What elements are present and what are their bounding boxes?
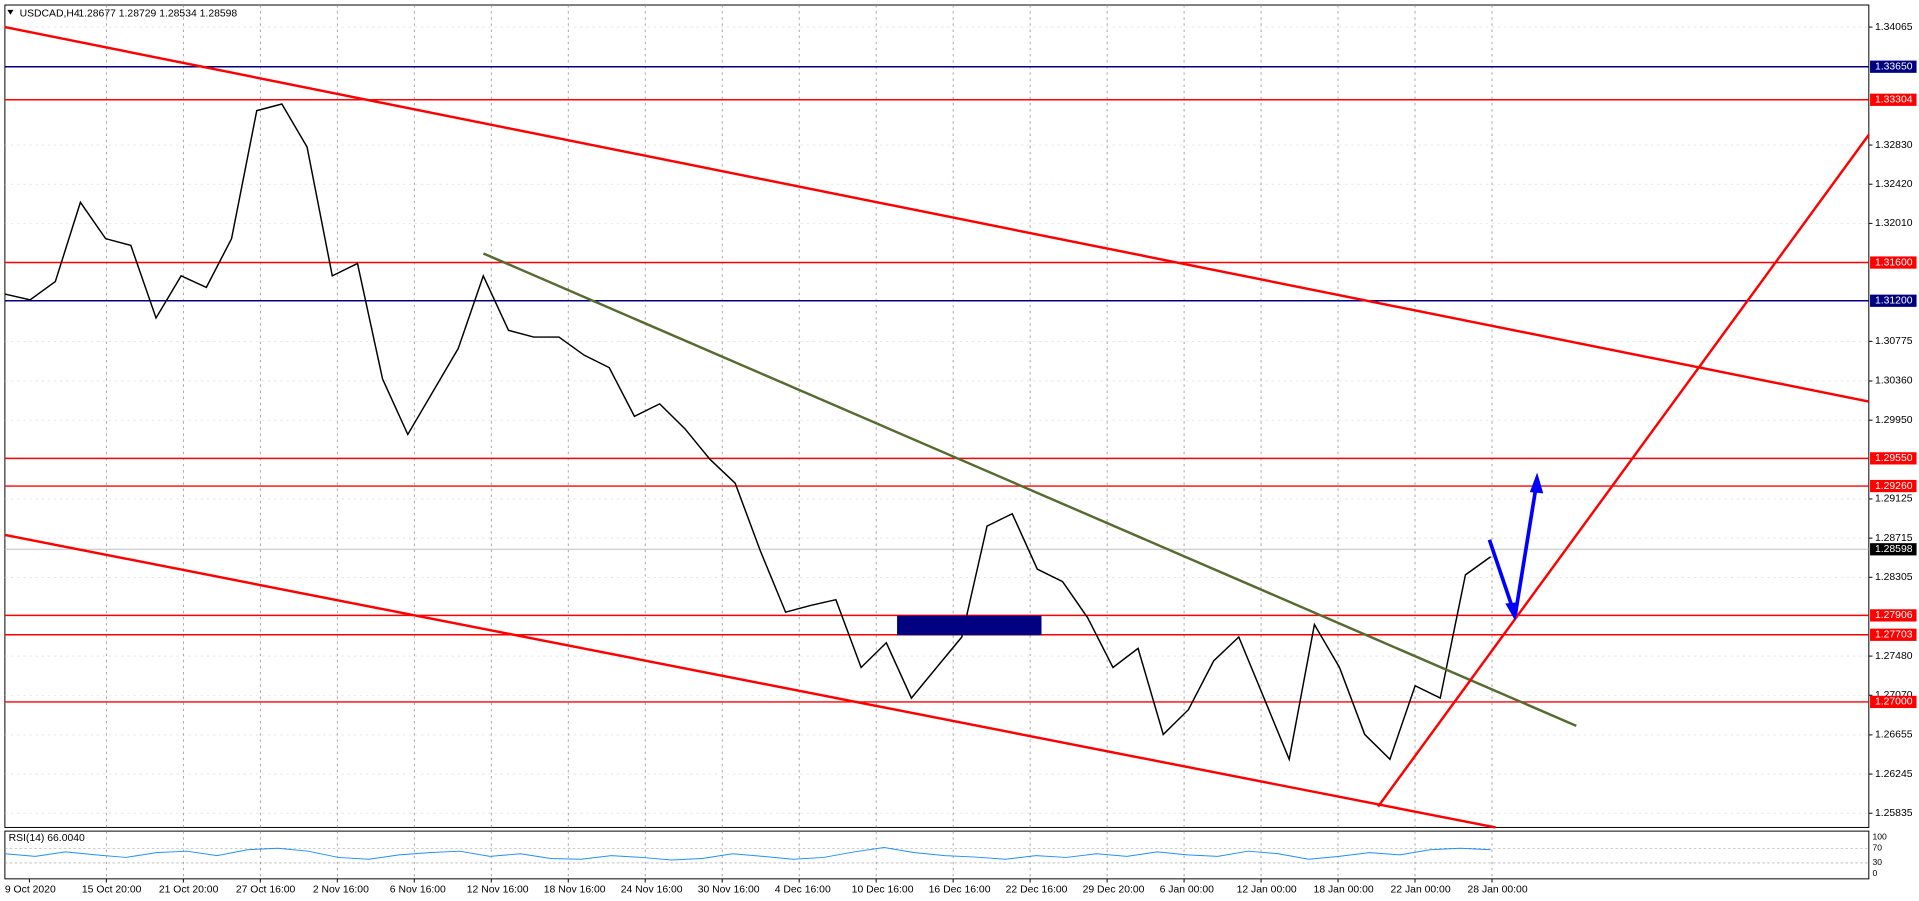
y-tick-label: 1.25835 <box>1875 808 1913 819</box>
x-tick-label: 29 Dec 20:00 <box>1083 885 1145 896</box>
channel-bottom <box>4 533 1496 829</box>
level-label: 1.27000 <box>1875 697 1913 708</box>
y-tick-label: 1.30360 <box>1875 376 1913 387</box>
y-tick-label: 1.32010 <box>1875 218 1913 229</box>
grid: 1.34065 1.32830 1.32420 1.32010 1.30775 1.303… <box>5 5 1913 896</box>
level-label: 1.29260 <box>1875 481 1913 492</box>
x-tick-label: 15 Oct 20:00 <box>82 885 142 896</box>
y-tick-label: 1.34065 <box>1875 22 1913 33</box>
level-tag <box>1870 479 1917 493</box>
x-tick-label: 30 Nov 16:00 <box>698 885 760 896</box>
y-tick-label: 1.32830 <box>1875 140 1913 151</box>
x-tick-label: 18 Nov 16:00 <box>544 885 606 896</box>
y-tick-label: 1.28305 <box>1875 572 1913 583</box>
support-line <box>1377 134 1870 808</box>
last-price-label: 1.28598 <box>1875 544 1913 555</box>
rsi-line <box>4 847 1491 861</box>
x-tick-label: 22 Jan 00:00 <box>1391 885 1451 896</box>
level-tag <box>1870 609 1917 622</box>
channel-top <box>4 25 1870 403</box>
y-tick-label: 1.30775 <box>1875 336 1913 347</box>
x-tick-label: 10 Dec 16:00 <box>852 885 914 896</box>
labels: USDCAD,H4 1.28677 1.28729 1.28534 1.2859… <box>7 8 237 844</box>
level-tag <box>1870 93 1917 106</box>
arrow-head <box>1529 472 1544 494</box>
x-tick-label: 24 Nov 16:00 <box>621 885 683 896</box>
price-line <box>4 103 1492 762</box>
rsi-tick-label: 0 <box>1872 868 1877 878</box>
drawings <box>4 25 1870 829</box>
y-tick-label: 1.28715 <box>1875 533 1913 544</box>
x-tick-label: 6 Nov 16:00 <box>390 885 446 896</box>
rsi-tick-label: 70 <box>1872 843 1882 853</box>
trendline <box>482 252 1577 727</box>
level-label: 1.27906 <box>1875 610 1913 621</box>
x-tick-label: 6 Jan 00:00 <box>1160 885 1215 896</box>
x-tick-label: 2 Nov 16:00 <box>313 885 369 896</box>
rsi-tick-label: 30 <box>1872 857 1882 867</box>
level-label: 1.31200 <box>1875 295 1913 306</box>
series <box>4 103 1492 861</box>
quote: 1.28677 1.28729 1.28534 1.28598 <box>78 8 237 19</box>
y-tick-label: 1.29950 <box>1875 415 1913 426</box>
x-tick-label: 12 Nov 16:00 <box>467 885 529 896</box>
level-label: 1.27703 <box>1875 630 1913 641</box>
x-tick-label: 9 Oct 2020 <box>5 885 56 896</box>
level-label: 1.29550 <box>1875 453 1913 464</box>
menu-icon <box>7 9 14 15</box>
rsi-tick-label: 100 <box>1872 832 1887 842</box>
y-tick-label: 1.26655 <box>1875 730 1913 741</box>
x-tick-label: 12 Jan 00:00 <box>1237 885 1297 896</box>
y-tick-label: 1.29125 <box>1875 494 1913 505</box>
level-tag <box>1870 256 1917 269</box>
x-tick-label: 22 Dec 16:00 <box>1006 885 1068 896</box>
y-tick-label: 1.27070 <box>1875 690 1913 701</box>
rsi-pane <box>4 830 1870 880</box>
zone-box <box>897 615 1042 636</box>
level-tag <box>1870 452 1917 465</box>
x-tick-label: 4 Dec 16:00 <box>775 885 831 896</box>
price-pane <box>4 4 1870 828</box>
x-tick-label: 28 Jan 00:00 <box>1468 885 1528 896</box>
x-tick-label: 18 Jan 00:00 <box>1314 885 1374 896</box>
y-tick-label: 1.26245 <box>1875 769 1913 780</box>
level-label: 1.33304 <box>1875 95 1913 106</box>
last-price-tag <box>1870 543 1917 556</box>
symbol-title: USDCAD,H4 <box>20 8 80 19</box>
y-tick-label: 1.27480 <box>1875 651 1913 662</box>
level-tag <box>1870 60 1917 73</box>
level-label: 1.33650 <box>1875 61 1913 72</box>
x-tick-label: 16 Dec 16:00 <box>929 885 991 896</box>
level-tag <box>1870 695 1917 709</box>
arrow-head <box>1505 602 1519 621</box>
level-tag <box>1870 628 1917 641</box>
y-tick-label: 1.32420 <box>1875 179 1913 190</box>
x-tick-label: 21 Oct 20:00 <box>159 885 219 896</box>
x-tick-label: 27 Oct 16:00 <box>236 885 296 896</box>
level-tag <box>1870 294 1917 307</box>
level-label: 1.31600 <box>1875 257 1913 268</box>
rsi-title: RSI(14) 66.0040 <box>9 833 85 844</box>
